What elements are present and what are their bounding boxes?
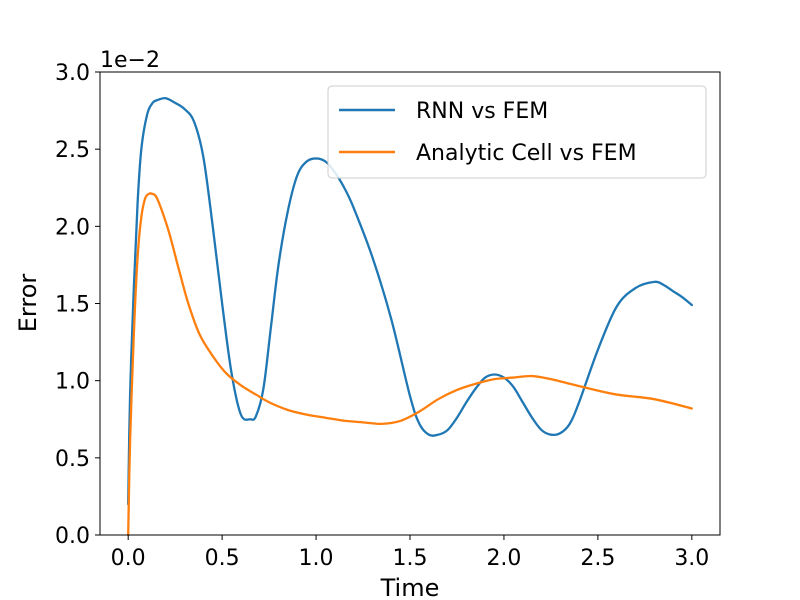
y-tick-label: 1.0 — [55, 370, 90, 395]
plot-lines — [127, 96, 693, 537]
y-tick-label: 2.0 — [55, 215, 90, 240]
legend-label-rnn-vs-fem: RNN vs FEM — [416, 99, 548, 124]
y-axis-ticks: 0.0 0.5 1.0 1.5 2.0 2.5 3.0 — [55, 61, 100, 549]
y-offset-label: 1e−2 — [100, 48, 160, 73]
y-tick-label: 0.0 — [55, 524, 90, 549]
x-tick-label: 2.5 — [580, 546, 615, 571]
legend-box — [327, 85, 707, 179]
y-axis-label: Error — [14, 274, 42, 333]
x-tick-label: 1.0 — [299, 546, 334, 571]
x-axis-ticks: 0.0 0.5 1.0 1.5 2.0 2.5 3.0 — [111, 535, 709, 571]
series-line-rnn-vs-fem — [127, 96, 693, 506]
legend-label-analytic-cell-vs-fem: Analytic Cell vs FEM — [416, 141, 637, 166]
legend: RNN vs FEM Analytic Cell vs FEM — [327, 85, 707, 179]
y-tick-label: 0.5 — [55, 447, 90, 472]
x-tick-label: 1.5 — [393, 546, 428, 571]
x-tick-label: 2.0 — [486, 546, 521, 571]
x-tick-label: 0.0 — [111, 546, 146, 571]
series-line-analytic-cell-vs-fem — [127, 192, 693, 537]
y-tick-label: 1.5 — [55, 293, 90, 318]
x-tick-label: 3.0 — [674, 546, 709, 571]
x-axis-label: Time — [380, 574, 440, 600]
x-tick-label: 0.5 — [205, 546, 240, 571]
y-tick-label: 3.0 — [55, 61, 90, 86]
y-tick-label: 2.5 — [55, 138, 90, 163]
